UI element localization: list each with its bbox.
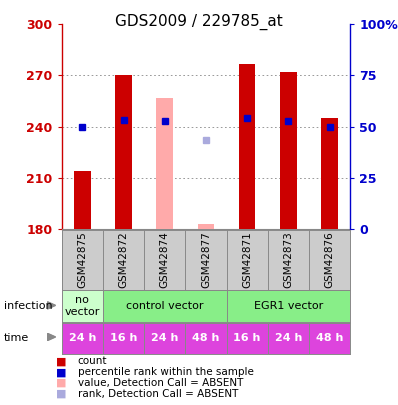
Bar	[226, 323, 268, 354]
Text: ■: ■	[57, 356, 67, 366]
Text: GSM42876: GSM42876	[325, 231, 335, 288]
Bar	[103, 323, 144, 354]
Bar	[74, 171, 91, 229]
Text: time: time	[4, 333, 29, 343]
Bar	[144, 323, 185, 354]
Bar	[280, 72, 297, 229]
Text: GSM42871: GSM42871	[242, 231, 252, 288]
Text: 24 h: 24 h	[275, 333, 302, 343]
Text: GSM42877: GSM42877	[201, 231, 211, 288]
Bar	[239, 64, 256, 229]
Bar	[309, 323, 350, 354]
Text: infection: infection	[4, 301, 53, 311]
Bar	[103, 290, 226, 322]
Bar	[198, 224, 214, 229]
Bar	[62, 290, 103, 322]
Text: GDS2009 / 229785_at: GDS2009 / 229785_at	[115, 14, 283, 30]
Bar	[62, 323, 103, 354]
Text: ■: ■	[57, 389, 67, 399]
Text: ■: ■	[57, 367, 67, 377]
Text: GSM42874: GSM42874	[160, 231, 170, 288]
Text: 16 h: 16 h	[234, 333, 261, 343]
Bar	[185, 323, 226, 354]
Text: count: count	[78, 356, 107, 366]
Text: EGR1 vector: EGR1 vector	[254, 301, 323, 311]
Text: 48 h: 48 h	[192, 333, 220, 343]
Text: no
vector: no vector	[64, 295, 100, 317]
Text: rank, Detection Call = ABSENT: rank, Detection Call = ABSENT	[78, 389, 238, 399]
Text: 16 h: 16 h	[110, 333, 137, 343]
Bar	[156, 98, 173, 229]
Text: control vector: control vector	[126, 301, 203, 311]
Text: value, Detection Call = ABSENT: value, Detection Call = ABSENT	[78, 378, 243, 388]
Bar	[268, 323, 309, 354]
Bar	[322, 118, 338, 229]
Polygon shape	[48, 302, 56, 309]
Text: 24 h: 24 h	[151, 333, 178, 343]
Bar	[226, 290, 350, 322]
Polygon shape	[48, 333, 56, 341]
Text: ■: ■	[57, 378, 67, 388]
Text: 24 h: 24 h	[68, 333, 96, 343]
Text: GSM42875: GSM42875	[77, 231, 87, 288]
Text: 48 h: 48 h	[316, 333, 343, 343]
Bar	[115, 75, 132, 229]
Text: percentile rank within the sample: percentile rank within the sample	[78, 367, 254, 377]
Text: GSM42872: GSM42872	[119, 231, 129, 288]
Text: GSM42873: GSM42873	[283, 231, 293, 288]
